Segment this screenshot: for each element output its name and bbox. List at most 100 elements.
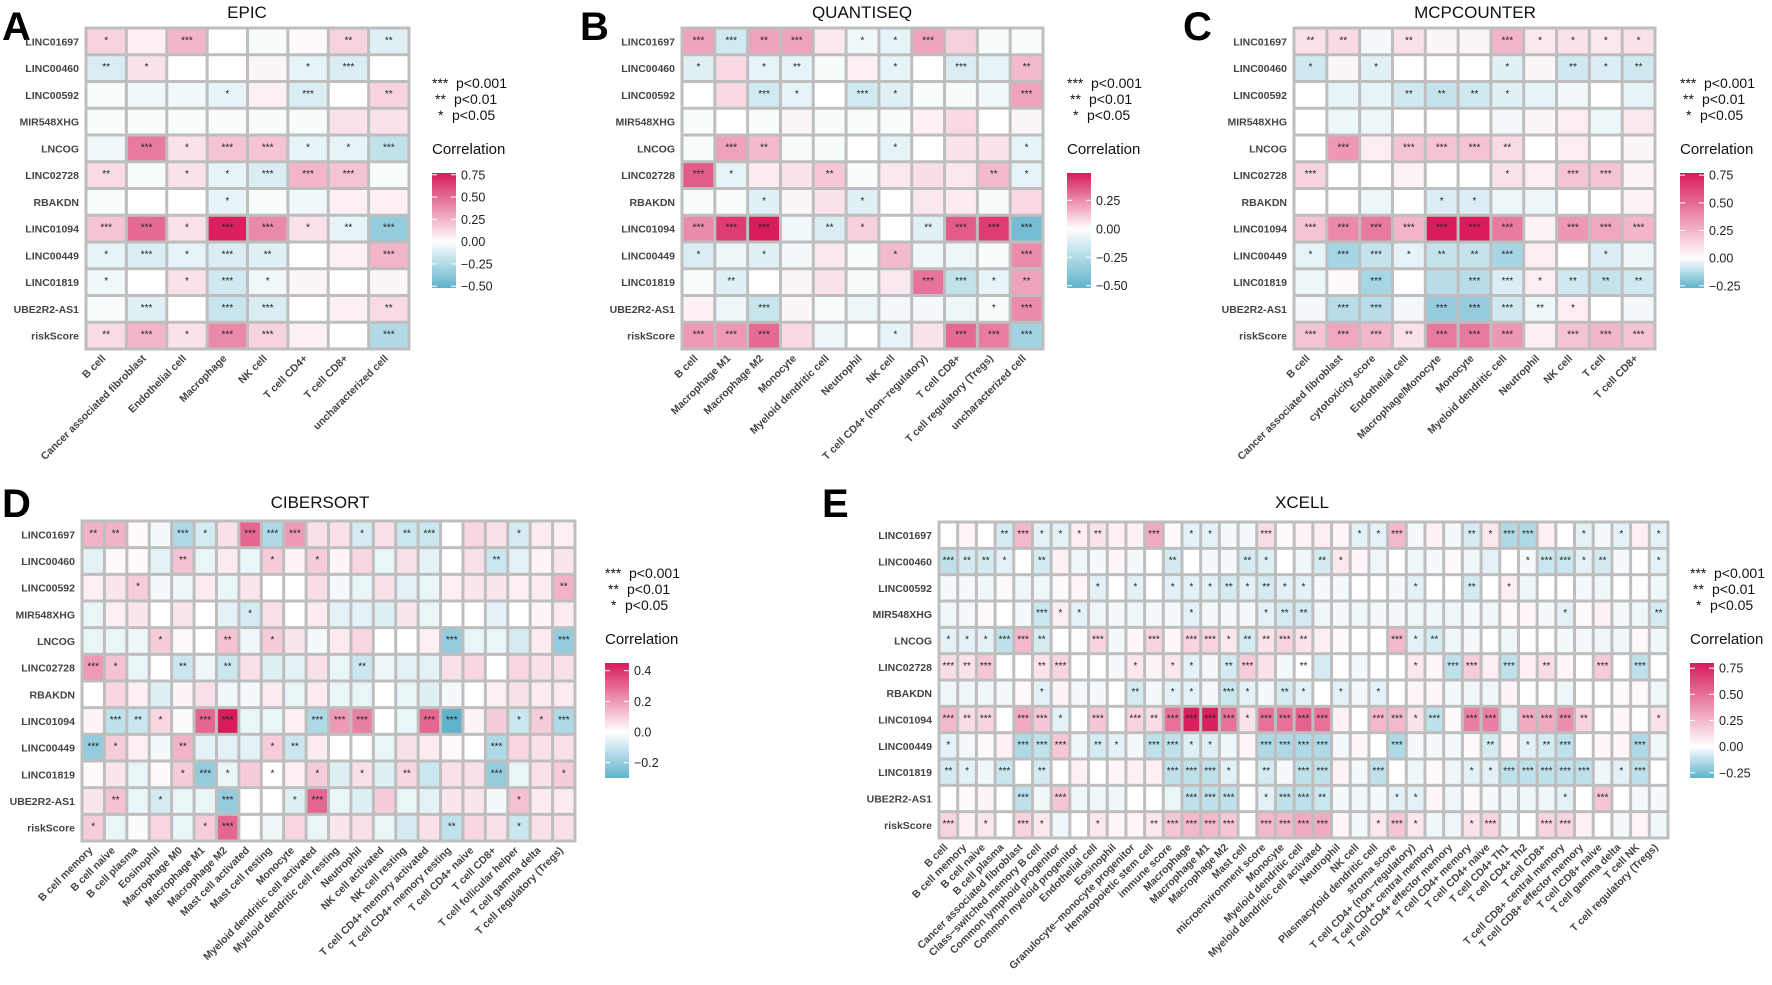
heatmap-cell — [814, 136, 845, 161]
significance-stars: * — [1505, 169, 1509, 180]
heatmap-cell — [87, 190, 125, 214]
heatmap-cell — [217, 762, 238, 787]
significance-stars: ** — [1262, 582, 1270, 593]
significance-stars: * — [1308, 249, 1312, 260]
heatmap-cell — [1071, 523, 1088, 547]
significance-stars: *** — [1316, 714, 1328, 725]
heatmap-cell — [509, 762, 529, 787]
significance-stars: ** — [112, 795, 120, 806]
heatmap-cell — [1276, 707, 1293, 732]
heatmap-cell — [1314, 786, 1331, 811]
significance-stars: ** — [793, 62, 801, 73]
significance-stars: * — [104, 276, 108, 287]
significance-stars: * — [1059, 608, 1063, 619]
heatmap-cell — [1183, 813, 1200, 837]
row-label: LINC00592 — [25, 90, 79, 102]
significance-stars: *** — [1469, 142, 1481, 153]
heatmap-cell — [1463, 628, 1480, 653]
heatmap-cell — [1459, 270, 1490, 294]
heatmap-cell — [168, 323, 206, 348]
heatmap-cell — [1594, 786, 1611, 811]
significance-stars: * — [893, 35, 897, 46]
heatmap-cell — [289, 243, 327, 268]
heatmap-cell — [127, 190, 166, 214]
heatmap-cell — [1632, 734, 1648, 758]
heatmap-cell — [442, 629, 462, 653]
significance-stars: ** — [963, 556, 971, 567]
heatmap-cell — [880, 323, 911, 348]
heatmap-cell — [978, 109, 1009, 134]
significance-stars: *** — [1055, 793, 1067, 804]
heatmap-cell — [1090, 707, 1106, 732]
heatmap-cell — [1015, 602, 1031, 626]
colorbar-title: Correlation — [605, 631, 678, 648]
heatmap-cell — [1426, 707, 1443, 732]
heatmap-cell — [195, 522, 215, 547]
heatmap-cell — [442, 602, 462, 627]
heatmap-cell — [1482, 707, 1499, 732]
row-label: RBAKDN — [1242, 197, 1288, 209]
heatmap-cell — [1090, 576, 1106, 600]
heatmap-cell — [1557, 549, 1574, 574]
heatmap-cell — [307, 629, 327, 653]
heatmap-cell — [814, 29, 845, 54]
heatmap-cell — [289, 270, 327, 294]
heatmap-cell — [1033, 576, 1050, 600]
significance-stars: *** — [244, 528, 256, 539]
heatmap-cell — [977, 786, 994, 811]
heatmap-cell — [1314, 523, 1331, 547]
heatmap-cell — [249, 216, 287, 241]
heatmap-cell — [1558, 83, 1588, 107]
heatmap-cell — [1333, 734, 1349, 758]
significance-stars: *** — [1167, 766, 1179, 777]
heatmap-cell — [977, 707, 994, 732]
heatmap-cell — [217, 549, 238, 573]
heatmap-cell — [330, 815, 350, 840]
significance-stars: * — [225, 169, 229, 180]
significance-stars: *** — [1370, 223, 1382, 234]
heatmap-cell — [1558, 163, 1588, 187]
heatmap-cell — [1501, 655, 1517, 679]
significance-stars: ** — [1635, 62, 1643, 73]
row-label: riskScore — [627, 331, 675, 343]
significance-stars: *** — [262, 169, 274, 180]
heatmap-cell — [1594, 734, 1611, 758]
significance-stars: ** — [963, 661, 971, 672]
significance-stars: * — [1189, 740, 1193, 751]
heatmap-cell — [1557, 786, 1574, 811]
heatmap-cell — [683, 83, 714, 107]
significance-stars: * — [1189, 687, 1193, 698]
heatmap-cell — [977, 628, 994, 653]
heatmap-cell — [289, 83, 327, 107]
heatmap-cell — [419, 682, 440, 707]
heatmap-cell — [1295, 243, 1326, 268]
heatmap-cell — [1276, 813, 1293, 837]
heatmap-cell — [996, 813, 1013, 837]
heatmap-cell — [1239, 628, 1256, 653]
colorbar-title: Correlation — [1690, 631, 1763, 648]
heatmap-cell — [531, 629, 552, 653]
heatmap-cell — [1650, 628, 1667, 653]
significance-stars: ** — [1038, 635, 1046, 646]
heatmap-cell — [749, 56, 779, 80]
heatmap-cell — [370, 216, 408, 241]
heatmap-cell — [716, 83, 747, 107]
heatmap-cell — [486, 789, 507, 813]
significance-stars: *** — [1469, 223, 1481, 234]
heatmap-cell — [208, 243, 246, 268]
significance-stars: *** — [1600, 330, 1612, 341]
significance-legend-label: p<0.01 — [1089, 91, 1132, 107]
heatmap-cell — [1557, 523, 1574, 547]
heatmap-cell — [1071, 655, 1088, 679]
heatmap-cell — [977, 760, 994, 784]
heatmap-cell — [1202, 707, 1218, 732]
significance-legend-stars: * — [1686, 107, 1692, 123]
heatmap-cell — [781, 163, 812, 187]
heatmap-cell — [1015, 813, 1031, 837]
heatmap-cell — [150, 682, 171, 707]
heatmap-cell — [1146, 760, 1162, 784]
heatmap-cell — [1492, 270, 1523, 294]
significance-stars: *** — [1522, 766, 1534, 777]
heatmap-cell — [1576, 628, 1592, 653]
significance-stars: * — [315, 555, 319, 566]
